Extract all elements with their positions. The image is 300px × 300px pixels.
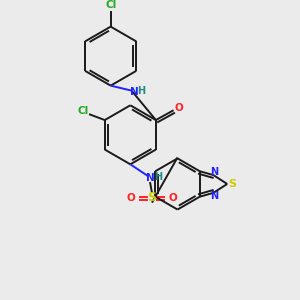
Text: Cl: Cl [77,106,89,116]
Text: N: N [210,191,218,201]
Text: S: S [228,179,236,189]
Text: H: H [154,172,162,182]
Text: N: N [210,167,218,177]
Text: H: H [137,85,145,95]
Text: O: O [168,193,177,203]
Text: O: O [127,193,136,203]
Text: N: N [146,173,154,183]
Text: Cl: Cl [105,0,116,10]
Text: S: S [148,191,157,204]
Text: O: O [174,103,183,113]
Text: N: N [130,86,139,97]
